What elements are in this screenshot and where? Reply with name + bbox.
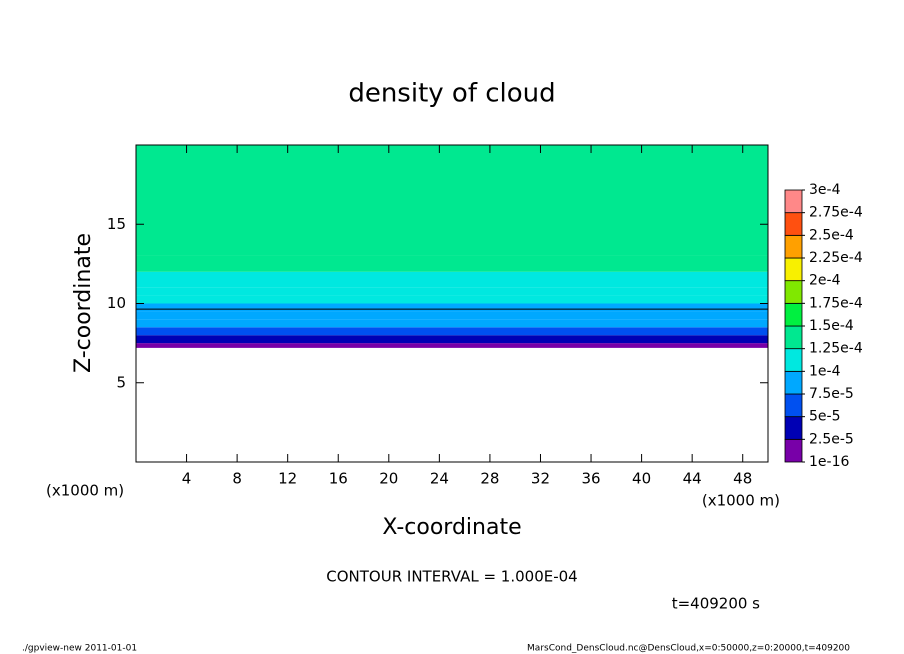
colorbar-box bbox=[784, 189, 803, 214]
y-axis-label: Z-coordinate bbox=[71, 233, 96, 373]
x-tick-label: 16 bbox=[329, 470, 348, 488]
x-unit: (x1000 m) bbox=[702, 492, 780, 510]
colorbar-box bbox=[784, 280, 803, 304]
x-unit: (x1000 m) bbox=[46, 482, 124, 500]
colorbar-box bbox=[784, 302, 803, 327]
x-tick-label: 4 bbox=[182, 470, 192, 488]
colorbar-box bbox=[784, 234, 803, 259]
x-tick-label: 44 bbox=[683, 470, 702, 488]
field-band bbox=[136, 311, 768, 320]
x-tick-label: 20 bbox=[379, 470, 398, 488]
colorbar-box bbox=[784, 348, 803, 372]
field-band bbox=[136, 343, 768, 348]
colorbar-box bbox=[784, 370, 803, 395]
x-tick-label: 8 bbox=[232, 470, 242, 488]
colorbar-box bbox=[784, 212, 803, 236]
colorbar-label: 2.75e-4 bbox=[809, 205, 863, 221]
colorbar-label: 5e-5 bbox=[809, 409, 840, 425]
x-tick-label: 32 bbox=[531, 470, 550, 488]
colorbar-label: 1e-16 bbox=[809, 454, 849, 470]
colorbar-label: 1.5e-4 bbox=[809, 318, 854, 334]
colorbar-label: 3e-4 bbox=[809, 182, 841, 198]
colorbar-label: 2.5e-4 bbox=[809, 227, 854, 243]
time-label: t=409200 s bbox=[672, 595, 760, 613]
x-tick-label: 24 bbox=[430, 470, 449, 488]
colorbar-label: 2.5e-5 bbox=[809, 431, 854, 447]
y-tick-label: 5 bbox=[116, 373, 126, 391]
x-tick-label: 36 bbox=[581, 470, 600, 488]
y-tick-label: 15 bbox=[107, 215, 126, 233]
contour-interval: CONTOUR INTERVAL = 1.000E-04 bbox=[326, 568, 577, 586]
colorbar-box bbox=[784, 438, 803, 463]
colorbar-box bbox=[784, 257, 803, 282]
x-tick-label: 48 bbox=[733, 470, 752, 488]
x-axis-label: X-coordinate bbox=[382, 515, 521, 540]
footer: MarsCond_DensCloud.nc@DensCloud,x=0:5000… bbox=[527, 644, 850, 654]
field-band bbox=[136, 327, 768, 336]
field-band bbox=[136, 319, 768, 328]
colorbar-box bbox=[784, 416, 803, 440]
colorbar-box bbox=[784, 393, 803, 418]
colorbar-label: 2.25e-4 bbox=[809, 250, 863, 266]
field-band bbox=[136, 145, 768, 256]
x-tick-label: 12 bbox=[278, 470, 297, 488]
field-band bbox=[136, 287, 768, 296]
field-band bbox=[136, 271, 768, 288]
y-tick-label: 10 bbox=[107, 294, 126, 312]
colorbar-box bbox=[784, 325, 803, 350]
x-tick-label: 28 bbox=[480, 470, 499, 488]
field-band bbox=[136, 295, 768, 304]
x-tick-label: 40 bbox=[632, 470, 651, 488]
footer: ./gpview-new 2011-01-01 bbox=[22, 644, 137, 654]
colorbar-label: 2e-4 bbox=[809, 273, 841, 289]
field-band bbox=[136, 303, 768, 312]
chart-title: density of cloud bbox=[348, 79, 555, 109]
colorbar-label: 1.25e-4 bbox=[809, 341, 863, 357]
field-band bbox=[136, 255, 768, 272]
colorbar-label: 7.5e-5 bbox=[809, 386, 854, 402]
field-band bbox=[136, 335, 768, 344]
colorbar-label: 1.75e-4 bbox=[809, 295, 863, 311]
colorbar-label: 1e-4 bbox=[809, 363, 841, 379]
